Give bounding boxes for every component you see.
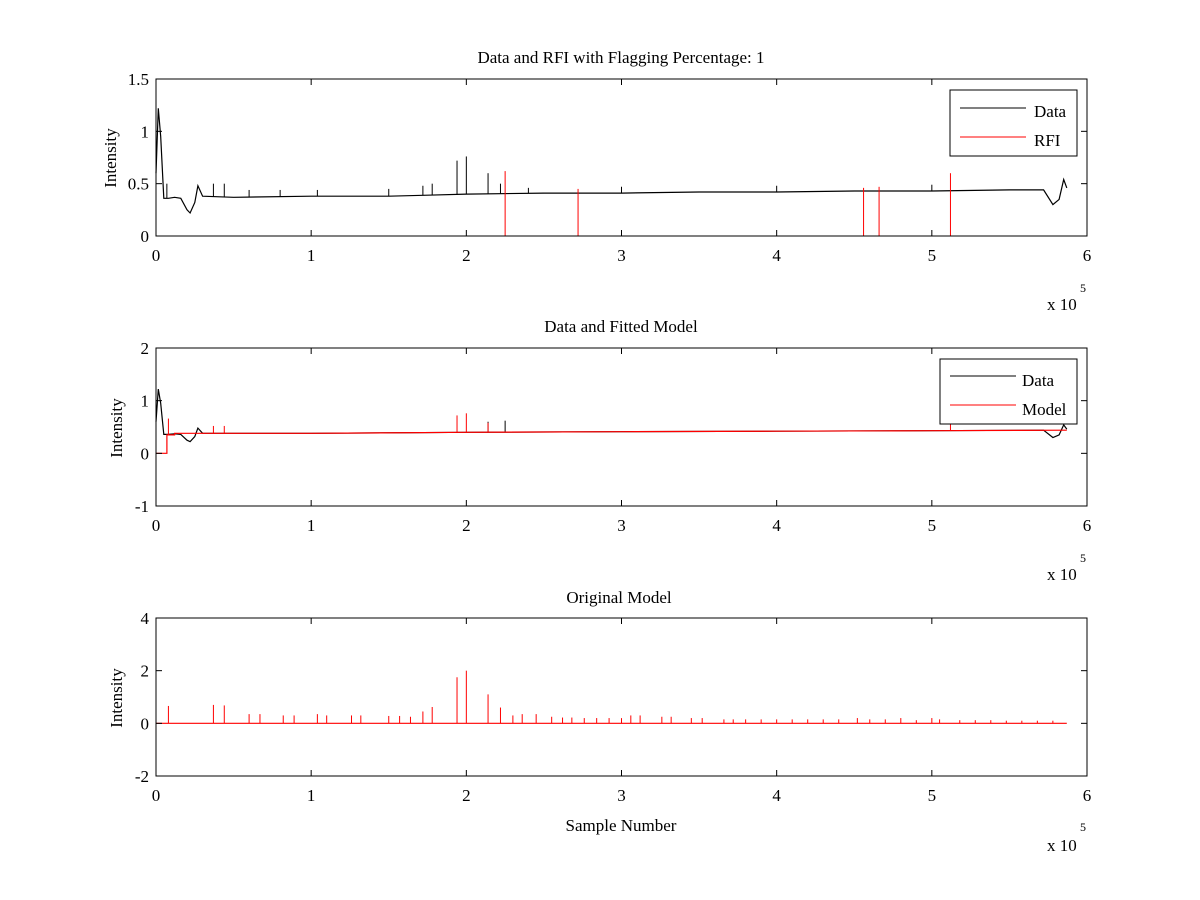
y-tick-label: 2: [141, 662, 150, 681]
x-tick-label: 1: [307, 246, 316, 265]
y-tick-label: 1: [141, 392, 150, 411]
x-exponent-label: x 10: [1047, 295, 1077, 314]
plot-area: 0 1 2 3 4 5 6 0 0.5 1 1.5: [128, 70, 1092, 265]
x-tick-label: 1: [307, 786, 316, 805]
y-axis-label: Intensity: [107, 668, 126, 728]
legend-label-model: Model: [1022, 400, 1067, 419]
x-tick-label: 6: [1083, 516, 1092, 535]
x-tick-label: 1: [307, 516, 316, 535]
x-tick-label: 5: [928, 246, 937, 265]
legend-label-data: Data: [1034, 102, 1067, 121]
subplot-data-model: Data and Fitted Model Intensity 0 1 2 3 4 5 6 -…: [107, 317, 1091, 584]
plot-background: [156, 79, 1087, 236]
x-axis-label: Sample Number: [566, 816, 677, 835]
x-exponent-label: x 10: [1047, 565, 1077, 584]
y-tick-label: -1: [135, 497, 149, 516]
legend-label-data: Data: [1022, 371, 1055, 390]
y-tick-label: 2: [141, 339, 150, 358]
series-line-model: [156, 429, 1067, 454]
chart-title: Data and Fitted Model: [544, 317, 698, 336]
x-tick-label: 6: [1083, 786, 1092, 805]
x-tick-label: 2: [462, 786, 471, 805]
subplot-data-rfi: Data and RFI with Flagging Percentage: 1…: [101, 48, 1091, 314]
y-tick-label: 0: [141, 714, 150, 733]
x-tick-label: 3: [617, 516, 626, 535]
x-tick-label: 0: [152, 516, 161, 535]
legend-box: [949, 89, 1078, 157]
x-tick-label: 5: [928, 516, 937, 535]
series-line-data: [155, 389, 1068, 443]
y-tick-label: 4: [141, 609, 150, 628]
y-axis-label: Intensity: [107, 398, 126, 458]
x-tick-label: 4: [772, 246, 781, 265]
plot-background: [156, 348, 1087, 506]
x-tick-label: 3: [617, 246, 626, 265]
y-tick-label: 1: [141, 122, 150, 141]
x-exponent: 5: [1080, 551, 1086, 565]
y-tick-label: 0: [141, 227, 150, 246]
x-tick-label: 6: [1083, 246, 1092, 265]
x-tick-label: 4: [772, 516, 781, 535]
plot-background: [156, 618, 1087, 776]
y-tick-label: 0: [141, 444, 150, 463]
x-exponent-label: x 10: [1047, 836, 1077, 855]
chart-title: Original Model: [566, 588, 672, 607]
legend-box: [939, 358, 1078, 425]
x-exponent: 5: [1080, 820, 1086, 834]
x-tick-label: 2: [462, 246, 471, 265]
y-tick-label: 0.5: [128, 175, 149, 194]
y-tick-label: 1.5: [128, 70, 149, 89]
x-tick-label: 4: [772, 786, 781, 805]
x-tick-label: 0: [152, 246, 161, 265]
legend: Data Model: [939, 358, 1078, 425]
legend: Data RFI: [949, 89, 1078, 157]
x-exponent: 5: [1080, 281, 1086, 295]
y-tick-label: -2: [135, 767, 149, 786]
subplot-original-model: Original Model Intensity Sample Number 0…: [107, 588, 1091, 855]
x-tick-label: 0: [152, 786, 161, 805]
x-tick-label: 3: [617, 786, 626, 805]
x-tick-label: 5: [928, 786, 937, 805]
chart-title: Data and RFI with Flagging Percentage: 1: [477, 48, 764, 67]
x-tick-label: 2: [462, 516, 471, 535]
legend-label-rfi: RFI: [1034, 131, 1061, 150]
y-axis-label: Intensity: [101, 128, 120, 188]
